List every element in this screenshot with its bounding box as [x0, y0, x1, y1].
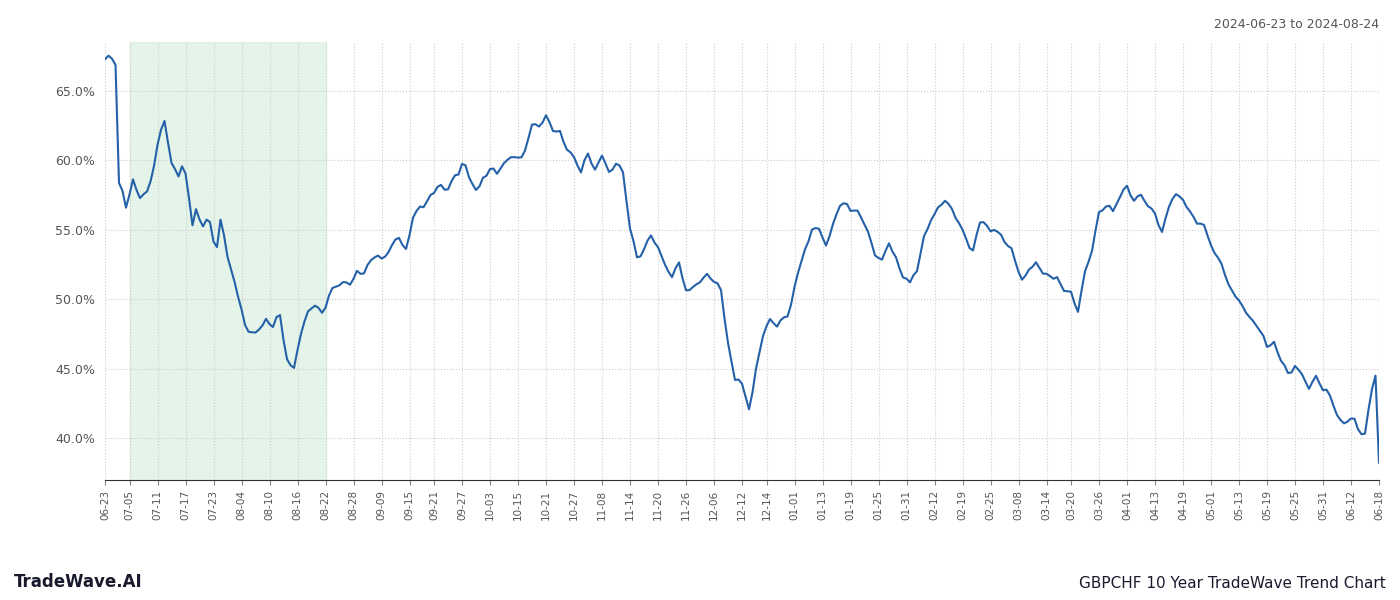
Bar [129, 42, 325, 480]
Text: GBPCHF 10 Year TradeWave Trend Chart: GBPCHF 10 Year TradeWave Trend Chart [1079, 576, 1386, 591]
Text: 2024-06-23 to 2024-08-24: 2024-06-23 to 2024-08-24 [1214, 18, 1379, 31]
Text: TradeWave.AI: TradeWave.AI [14, 573, 143, 591]
